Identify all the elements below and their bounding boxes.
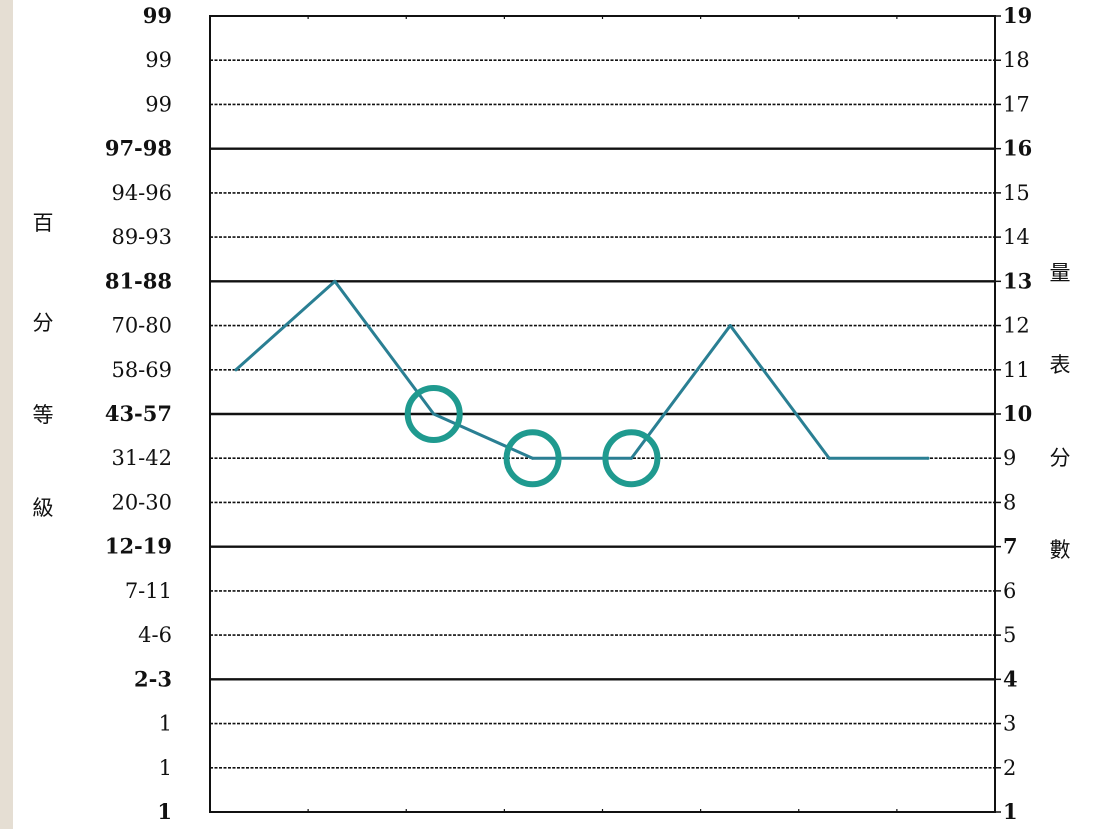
left-tick-label: 81-88 xyxy=(105,268,172,293)
right-tick-label: 6 xyxy=(1003,579,1016,603)
plot-frame xyxy=(209,15,1001,813)
right-axis-label-char: 分 xyxy=(1050,446,1071,470)
right-tick-label: 18 xyxy=(1003,48,1030,72)
highlight-circle-2 xyxy=(404,385,463,443)
data-point-0 xyxy=(234,368,238,372)
left-axis-label-char: 等 xyxy=(33,403,54,427)
series-line xyxy=(234,279,930,460)
right-axis-label-char: 表 xyxy=(1050,353,1071,377)
highlight-circles xyxy=(404,385,661,488)
left-tick-label: 89-93 xyxy=(111,225,172,249)
right-tick-label: 1 xyxy=(1003,799,1018,824)
right-axis-tick-labels: 19 18 17 16 15 14 13 12 11 10 9 8 7 6 5 4 3 2 1 xyxy=(1003,3,1032,824)
right-tick-label: 5 xyxy=(1003,623,1016,647)
left-tick-label: 99 xyxy=(145,48,172,72)
right-tick-label: 3 xyxy=(1003,712,1016,736)
right-tick-label: 16 xyxy=(1003,136,1032,161)
highlight-circle-4 xyxy=(602,429,661,488)
right-tick-label: 15 xyxy=(1003,181,1030,205)
left-tick-label: 97-98 xyxy=(105,136,172,161)
left-tick-label: 20-30 xyxy=(111,490,172,514)
highlight-circle-3 xyxy=(503,429,562,488)
data-point-6 xyxy=(827,456,831,460)
left-tick-label: 7-11 xyxy=(125,579,172,603)
right-tick-label: 11 xyxy=(1003,358,1030,382)
left-tick-label: 1 xyxy=(159,756,172,780)
right-axis-label-char: 量 xyxy=(1050,261,1071,285)
left-tick-label: 99 xyxy=(145,92,172,116)
right-tick-label: 4 xyxy=(1003,666,1018,691)
left-tick-label: 4-6 xyxy=(138,623,172,647)
right-tick-label: 9 xyxy=(1003,446,1016,470)
right-tick-label: 7 xyxy=(1003,534,1018,559)
series-layer xyxy=(234,279,930,460)
data-point-2 xyxy=(432,412,436,416)
data-point-5 xyxy=(728,324,732,328)
right-tick-label: 8 xyxy=(1003,490,1016,514)
right-tick-label: 19 xyxy=(1003,3,1032,28)
right-tick-label: 12 xyxy=(1003,314,1030,338)
left-tick-label: 43-57 xyxy=(105,401,172,426)
left-tick-label: 1 xyxy=(157,799,172,824)
left-tick-label: 2-3 xyxy=(134,666,172,691)
right-tick-label: 13 xyxy=(1003,268,1032,293)
left-axis-label-char: 百 xyxy=(33,211,54,235)
right-tick-label: 17 xyxy=(1003,92,1030,116)
data-point-1 xyxy=(333,279,337,283)
left-axis-tick-labels: 99 99 99 97-98 94-96 89-93 81-88 70-80 58-69 43-5… xyxy=(105,3,172,824)
data-point-4 xyxy=(629,456,633,460)
right-axis-label-char: 數 xyxy=(1050,538,1071,562)
right-tick-label: 14 xyxy=(1003,225,1030,249)
data-point-3 xyxy=(531,456,535,460)
right-tick-label: 10 xyxy=(1003,401,1032,426)
left-axis-label-char: 級 xyxy=(33,496,54,520)
left-tick-label: 1 xyxy=(159,712,172,736)
left-tick-label: 12-19 xyxy=(105,534,172,559)
left-tick-label: 70-80 xyxy=(111,314,172,338)
data-point-7 xyxy=(926,456,930,460)
left-tick-label: 31-42 xyxy=(111,446,172,470)
left-tick-label: 94-96 xyxy=(111,181,172,205)
right-tick-label: 2 xyxy=(1003,756,1016,780)
left-axis-label-char: 分 xyxy=(33,311,54,335)
grid-lines xyxy=(210,59,1001,769)
left-tick-label: 58-69 xyxy=(111,358,172,382)
left-tick-label: 99 xyxy=(143,3,172,28)
left-edge-strip xyxy=(0,0,13,829)
